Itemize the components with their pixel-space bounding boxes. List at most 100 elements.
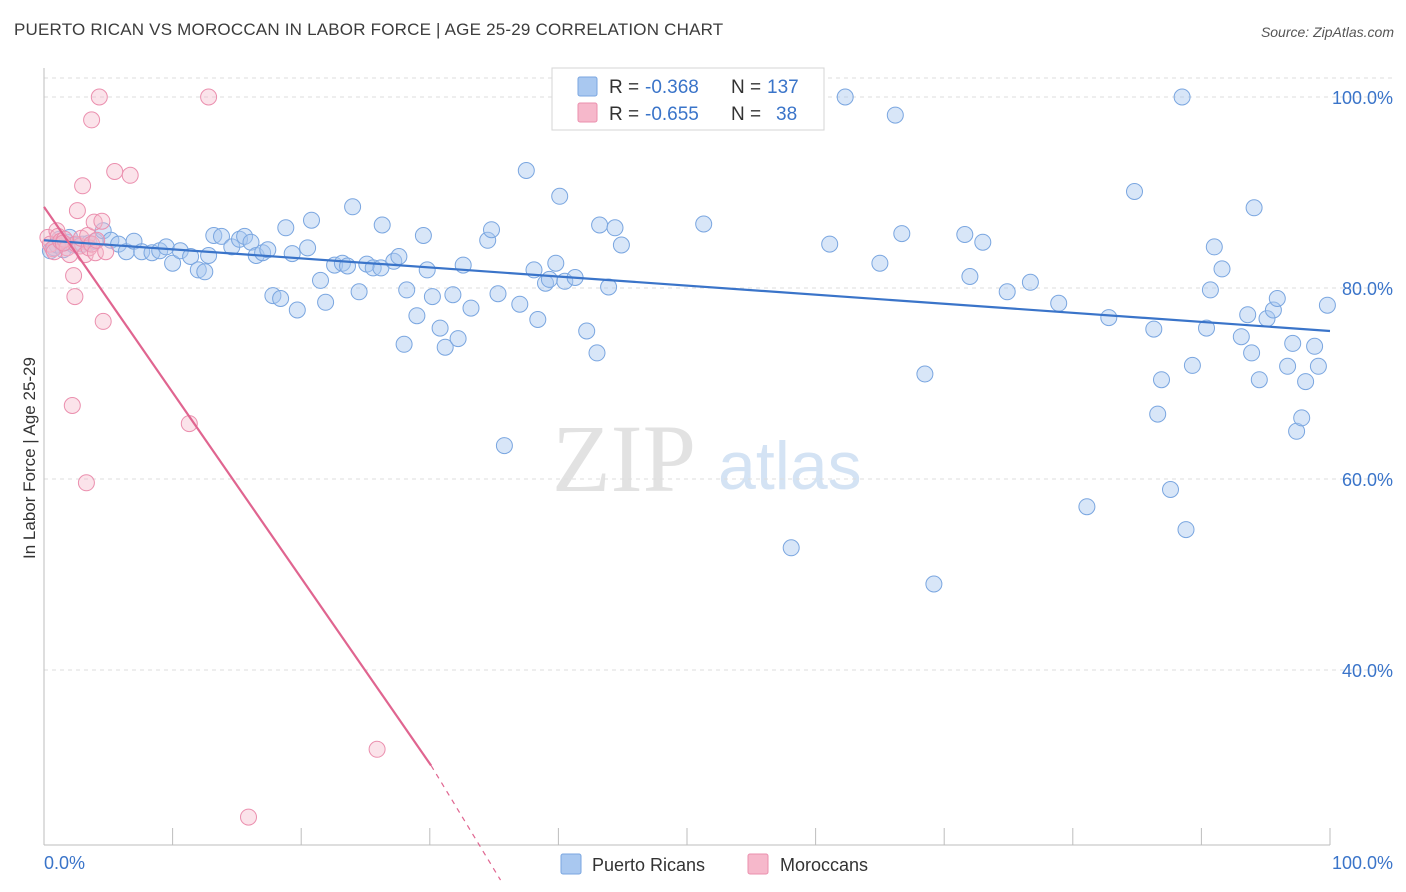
puerto-rican-point-37: [277, 219, 295, 237]
puerto-rican-point-114: [1183, 356, 1201, 374]
series-moroccans: [39, 88, 386, 826]
puerto-rican-point-63: [444, 286, 462, 304]
puerto-rican-point-70: [495, 437, 513, 455]
puerto-rican-point-129: [1288, 422, 1306, 440]
chart-title: PUERTO RICAN VS MOROCCAN IN LABOR FORCE …: [14, 20, 724, 39]
puerto-rican-point-24: [196, 263, 214, 281]
puerto-rican-point-134: [1318, 296, 1336, 314]
legend-n-value-2: 38: [776, 104, 797, 125]
puerto-rican-point-61: [431, 319, 449, 337]
puerto-rican-point-71: [511, 295, 529, 313]
puerto-rican-point-19: [157, 238, 175, 256]
legend-r-label-1: R =: [609, 77, 639, 98]
puerto-rican-point-133: [1309, 357, 1327, 375]
puerto-rican-point-41: [303, 211, 320, 229]
puerto-rican-point-64: [449, 330, 467, 348]
legend: R = -0.368 N = 137 R = -0.655 N = 38: [551, 67, 825, 131]
puerto-rican-point-92: [821, 235, 839, 253]
gridlines: [44, 77, 1393, 671]
puerto-rican-point-47: [344, 198, 362, 216]
puerto-rican-point-60: [423, 288, 441, 306]
puerto-rican-point-81: [578, 322, 596, 340]
moroccan-point-30: [106, 163, 124, 180]
puerto-rican-point-85: [612, 236, 630, 254]
moroccan-point-33: [200, 88, 218, 106]
puerto-rican-point-93: [836, 88, 854, 106]
puerto-rican-point-119: [1232, 328, 1250, 346]
moroccan-point-35: [368, 740, 386, 758]
y-tick-label-40: 40.0%: [1342, 661, 1393, 681]
puerto-rican-point-111: [1162, 481, 1179, 498]
puerto-rican-point-113: [1177, 521, 1195, 539]
puerto-rican-point-78: [551, 187, 569, 205]
puerto-rican-point-66: [462, 299, 480, 317]
legend-r-value-2: -0.655: [645, 104, 699, 125]
puerto-rican-point-77: [547, 254, 565, 272]
legend-n-label-2: N =: [731, 104, 761, 125]
puerto-rican-point-20: [164, 254, 182, 272]
puerto-rican-point-110: [1153, 371, 1170, 389]
bottom-legend-label-moroccans: Moroccans: [780, 855, 868, 875]
moroccan-point-14: [68, 202, 86, 220]
bottom-legend-label-puerto-ricans: Puerto Ricans: [592, 855, 705, 875]
puerto-rican-point-68: [483, 221, 500, 239]
moroccan-point-28: [94, 312, 112, 330]
legend-n-value-1: 137: [767, 77, 799, 98]
puerto-rican-point-108: [1145, 320, 1163, 338]
puerto-rican-point-109: [1149, 405, 1167, 423]
puerto-rican-point-131: [1297, 373, 1315, 391]
moroccan-point-10: [63, 397, 81, 414]
puerto-rican-point-48: [350, 283, 368, 301]
puerto-rican-point-84: [606, 219, 624, 237]
legend-swatch-moroccans: [577, 102, 598, 123]
puerto-rican-point-126: [1268, 290, 1286, 307]
puerto-rican-point-82: [591, 216, 609, 234]
legend-r-label-2: R =: [609, 104, 639, 125]
puerto-rican-point-95: [886, 106, 904, 124]
puerto-rican-point-98: [925, 575, 943, 593]
puerto-rican-point-42: [312, 271, 329, 289]
y-tick-label-100: 100.0%: [1332, 88, 1393, 108]
moroccan-point-31: [121, 166, 139, 184]
puerto-rican-point-128: [1284, 334, 1302, 352]
watermark-zip: ZIP: [552, 405, 696, 512]
puerto-rican-point-118: [1213, 260, 1231, 278]
y-tick-label-60: 60.0%: [1342, 470, 1393, 490]
bottom-legend: Puerto Ricans Moroccans: [560, 853, 868, 875]
puerto-rican-point-62: [436, 338, 454, 356]
moroccan-point-12: [66, 288, 84, 306]
moroccan-point-34: [240, 808, 257, 826]
series-puerto-ricans: [41, 88, 1336, 593]
puerto-rican-point-45: [333, 254, 351, 272]
x-tick-label-max: 100.0%: [1332, 853, 1393, 873]
y-tick-label-80: 80.0%: [1342, 279, 1393, 299]
moroccan-point-17: [74, 177, 92, 195]
legend-swatch-puerto-ricans: [577, 76, 598, 97]
puerto-rican-point-74: [529, 311, 547, 328]
legend-n-label-1: N =: [731, 77, 761, 98]
puerto-rican-point-102: [998, 283, 1016, 301]
puerto-rican-point-120: [1239, 306, 1257, 324]
puerto-rican-point-39: [288, 301, 306, 319]
puerto-rican-point-101: [974, 233, 992, 251]
puerto-rican-point-27: [213, 227, 230, 245]
moroccan-point-19: [77, 474, 95, 492]
puerto-rican-point-94: [871, 254, 889, 272]
bottom-legend-swatch-puerto-ricans: [560, 853, 582, 875]
puerto-rican-point-59: [418, 261, 436, 279]
puerto-rican-point-122: [1245, 199, 1263, 217]
puerto-rican-point-89: [695, 215, 713, 233]
puerto-rican-point-107: [1126, 183, 1143, 200]
legend-r-value-1: -0.368: [645, 77, 699, 98]
puerto-rican-point-103: [1021, 273, 1039, 291]
puerto-rican-point-31: [242, 233, 260, 251]
trendline-moroccans-extension: [430, 765, 502, 881]
puerto-rican-point-30: [236, 227, 254, 245]
moroccan-point-36: [93, 212, 111, 230]
puerto-rican-point-57: [408, 307, 426, 325]
y-axis-label: In Labor Force | Age 25-29: [20, 357, 39, 559]
puerto-rican-point-86: [588, 344, 606, 362]
trendline-puerto-ricans: [43, 239, 1331, 333]
puerto-rican-point-132: [1306, 337, 1324, 355]
trendlines: [43, 206, 1331, 881]
